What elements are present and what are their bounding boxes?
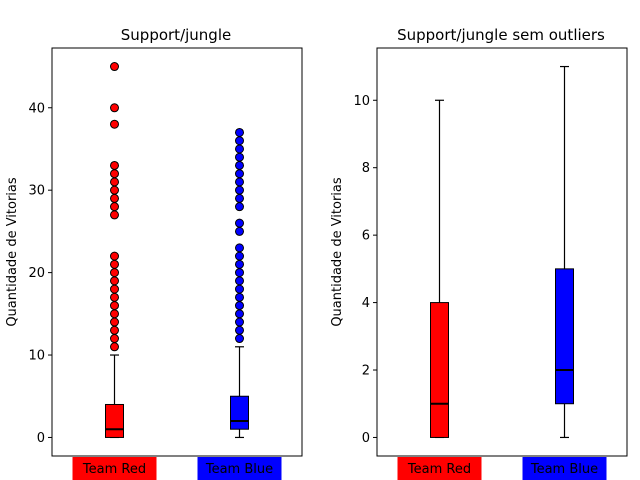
outlier-point [110,185,119,195]
outlier-point [235,177,244,187]
category-label: Team Blue [205,462,273,477]
outlier-point [110,169,119,179]
outlier-point [235,193,244,203]
y-tick-label: 0 [362,431,370,446]
outlier-point [235,251,244,261]
outlier-point [235,152,244,162]
outlier-point [235,284,244,294]
outlier-point [235,218,244,228]
outlier-point [235,226,244,236]
outlier-point [110,119,119,129]
outlier-point [110,309,119,319]
y-tick-label: 4 [362,296,370,311]
outlier-point [235,276,244,286]
outlier-point [110,317,119,327]
outlier-point [235,243,244,253]
category-label: Team Blue [530,462,598,477]
outlier-point [110,292,119,302]
plot-area: 0 10 20 30 40 Team Red Team Blue [28,47,303,480]
plot-area: 0 2 4 6 8 10 Team Red Team Blue [353,47,628,480]
category-label-background [522,457,607,480]
y-tick-label: 0 [37,431,45,446]
y-tick-label: 10 [353,94,370,109]
outlier-point [110,62,119,72]
category-label-background [197,457,282,480]
y-tick-label: 10 [28,349,45,364]
axes-frame [51,47,303,457]
outlier-point [235,202,244,212]
y-tick-label: 30 [28,184,45,199]
outlier-point [110,103,119,113]
outlier-point [110,160,119,170]
chart-support-jungle: Support/jungle Quantidade de Vitorias 0 1… [5,26,303,480]
outlier-point [110,325,119,335]
outlier-point [235,334,244,344]
outlier-point [110,193,119,203]
category-label: Team Red [82,462,146,477]
outlier-point [110,342,119,352]
chart-title: Support/jungle [121,26,231,44]
y-tick-label: 6 [362,229,370,244]
outlier-point [110,284,119,294]
outlier-point [110,334,119,344]
outlier-point [235,136,244,146]
outlier-point [235,292,244,302]
outlier-point [110,202,119,212]
outlier-point [110,251,119,261]
category-label: Team Red [407,462,471,477]
outlier-point [235,325,244,335]
box [555,268,574,405]
y-axis-label: Quantidade de Vitorias [330,177,345,327]
outlier-point [110,210,119,220]
box [105,403,124,438]
outlier-point [235,309,244,319]
outlier-point [235,160,244,170]
outlier-point [235,169,244,179]
y-tick-label: 2 [362,364,370,379]
outlier-point [110,268,119,278]
outlier-point [235,259,244,269]
outlier-point [235,185,244,195]
outlier-point [110,276,119,286]
category-label-background [397,457,482,480]
outlier-point [110,177,119,187]
outlier-point [235,144,244,154]
axes-frame [376,47,628,457]
outlier-point [110,259,119,269]
chart-title: Support/jungle sem outliers [397,26,605,44]
y-tick-label: 40 [28,101,45,116]
outlier-point [235,127,244,137]
outlier-point [235,317,244,327]
outlier-point [110,301,119,311]
box [430,302,449,438]
outlier-point [235,301,244,311]
outlier-point [235,268,244,278]
y-axis-label: Quantidade de Vitorias [5,177,20,327]
y-tick-label: 20 [28,266,45,281]
box [230,395,249,430]
category-label-background [72,457,157,480]
chart-support-jungle-sem-outliers: Support/jungle sem outliers Quantidade d… [330,26,628,480]
y-tick-label: 8 [362,161,370,176]
